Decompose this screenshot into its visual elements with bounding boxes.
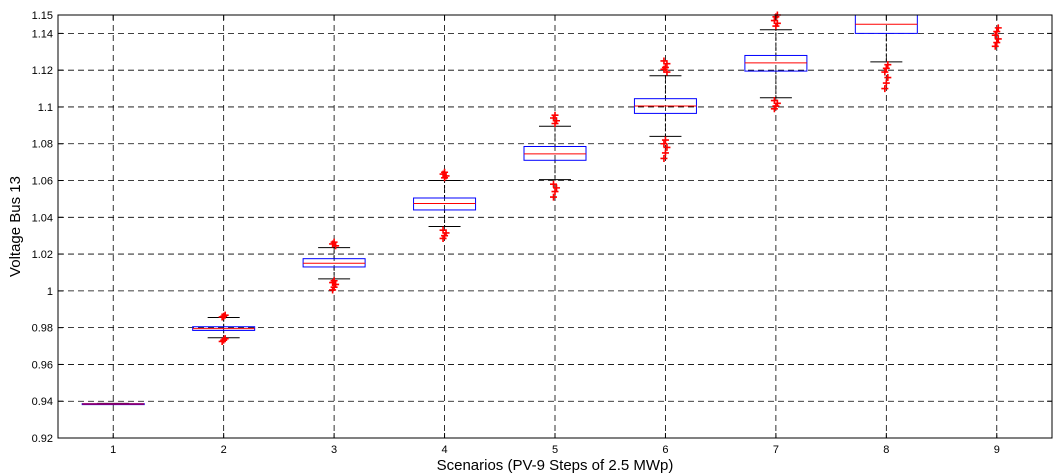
box-group	[991, 24, 1002, 50]
x-tick-label: 2	[221, 444, 227, 456]
outlier-marker	[221, 311, 229, 319]
outlier-marker	[220, 336, 228, 344]
y-tick-label: 1.04	[32, 212, 53, 224]
x-tick-label: 5	[552, 444, 558, 456]
y-tick-label: 1	[47, 286, 53, 298]
x-tick-label: 6	[662, 444, 668, 456]
outlier-marker	[330, 277, 338, 285]
outlier-marker	[994, 35, 1002, 43]
box-group	[413, 168, 477, 242]
outlier-marker	[993, 39, 1001, 47]
outlier-marker	[881, 85, 889, 93]
grid	[58, 15, 1052, 438]
outlier-marker	[661, 149, 669, 157]
outlier-marker	[770, 17, 778, 25]
outlier-marker	[663, 143, 671, 151]
y-axis-title: Voltage Bus 13	[7, 176, 24, 277]
y-tick-label: 1.14	[32, 28, 53, 40]
box-group	[854, 14, 918, 93]
outlier-marker	[770, 97, 778, 105]
outlier-marker	[994, 24, 1002, 32]
outlier-marker	[439, 226, 447, 234]
plot-frame	[57, 14, 1053, 439]
y-tick-label: 1.12	[32, 65, 53, 77]
outlier-marker	[884, 74, 892, 82]
x-tick-label: 7	[773, 444, 779, 456]
box-group	[81, 402, 145, 406]
y-tick-label: 1.15	[32, 10, 53, 22]
outlier-marker	[330, 238, 338, 246]
outlier-marker	[550, 193, 557, 201]
outlier-marker	[551, 188, 559, 196]
x-tick-label: 4	[441, 444, 447, 456]
y-tick-label: 0.98	[32, 323, 53, 335]
outlier-marker	[993, 28, 1001, 36]
outlier-marker	[660, 154, 668, 162]
outlier-marker	[882, 79, 890, 87]
outlier-marker	[991, 31, 999, 39]
outlier-marker	[881, 68, 889, 76]
outlier-marker	[661, 136, 669, 144]
box-group	[192, 311, 256, 345]
y-tick-label: 0.92	[32, 433, 53, 445]
x-tick-label: 9	[994, 444, 1000, 456]
y-tick-label: 1.08	[32, 139, 53, 151]
y-tick-label: 1.06	[32, 176, 53, 188]
x-tick-label: 1	[110, 444, 116, 456]
x-tick-label: 8	[883, 444, 889, 456]
outlier-marker	[550, 180, 557, 188]
outlier-marker	[661, 63, 669, 71]
outlier-marker	[660, 140, 668, 148]
y-tick-label: 0.96	[32, 359, 53, 371]
outlier-marker	[882, 64, 890, 72]
box-group	[633, 57, 697, 162]
y-tick-label: 0.94	[32, 396, 53, 408]
box-group	[302, 238, 366, 294]
x-axis-title: Scenarios (PV-9 Steps of 2.5 MWp)	[437, 457, 674, 474]
box-group	[523, 111, 587, 201]
y-tick-label: 1.1	[38, 102, 53, 114]
y-tick-label: 1.02	[32, 249, 53, 261]
outlier-marker	[660, 57, 668, 65]
outlier-marker	[220, 312, 228, 320]
outlier-marker	[221, 335, 229, 343]
outlier-marker	[551, 111, 559, 119]
x-tick-label: 3	[331, 444, 337, 456]
outlier-marker	[553, 184, 560, 192]
outlier-marker	[884, 61, 892, 69]
outlier-marker	[441, 168, 449, 176]
outlier-marker	[991, 42, 999, 50]
